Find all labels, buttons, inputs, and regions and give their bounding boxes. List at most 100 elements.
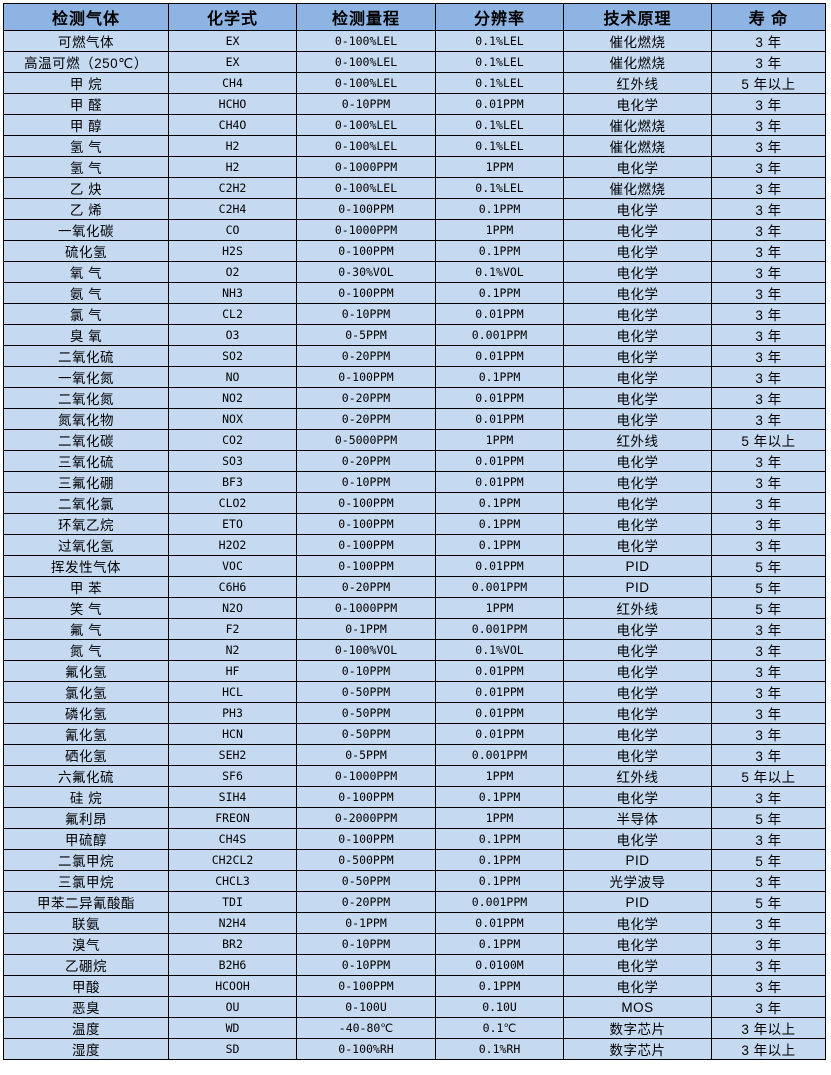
- cell-principle: 电化学: [563, 660, 712, 682]
- cell-range: 0-20PPM: [296, 387, 436, 409]
- cell-resolution: 1PPM: [435, 807, 564, 829]
- cell-gas-name: 挥发性气体: [3, 555, 169, 577]
- cell-principle: 电化学: [563, 933, 712, 955]
- cell-resolution: 0.01PPM: [435, 723, 564, 745]
- cell-principle: 电化学: [563, 723, 712, 745]
- table-row: 溴气 BR2 0-10PPM 0.1PPM 电化学 3 年: [3, 933, 826, 955]
- cell-life: 3 年以上: [711, 1017, 826, 1039]
- cell-formula: CL2: [168, 303, 297, 325]
- table-row: 氮氧化物 NOX 0-20PPM 0.01PPM 电化学 3 年: [3, 408, 826, 430]
- table-row: 恶臭 OU 0-100U 0.10U MOS 3 年: [3, 996, 826, 1018]
- cell-formula: H2: [168, 135, 297, 157]
- cell-formula: CH4S: [168, 828, 297, 850]
- cell-resolution: 0.1PPM: [435, 366, 564, 388]
- cell-resolution: 0.1PPM: [435, 849, 564, 871]
- cell-life: 3 年: [711, 135, 826, 157]
- cell-formula: SF6: [168, 765, 297, 787]
- cell-principle: 电化学: [563, 324, 712, 346]
- cell-range: 0-100%RH: [296, 1038, 436, 1060]
- cell-formula: CH4: [168, 72, 297, 94]
- cell-resolution: 0.001PPM: [435, 744, 564, 766]
- cell-range: 0-10PPM: [296, 93, 436, 115]
- table-row: 甲 烷 CH4 0-100%LEL 0.1%LEL 红外线 5 年以上: [3, 72, 826, 94]
- cell-life: 5 年: [711, 849, 826, 871]
- cell-life: 3 年: [711, 723, 826, 745]
- cell-principle: 半导体: [563, 807, 712, 829]
- cell-principle: 红外线: [563, 429, 712, 451]
- header-row: 检测气体 化学式 检测量程 分辨率 技术原理 寿 命: [3, 3, 826, 31]
- table-row: 湿度 SD 0-100%RH 0.1%RH 数字芯片 3 年以上: [3, 1038, 826, 1060]
- cell-resolution: 0.01PPM: [435, 660, 564, 682]
- cell-resolution: 0.1%RH: [435, 1038, 564, 1060]
- cell-formula: C6H6: [168, 576, 297, 598]
- cell-range: 0-20PPM: [296, 891, 436, 913]
- cell-gas-name: 环氧乙烷: [3, 513, 169, 535]
- cell-formula: FREON: [168, 807, 297, 829]
- cell-range: 0-1000PPM: [296, 219, 436, 241]
- cell-gas-name: 联氨: [3, 912, 169, 934]
- cell-life: 3 年: [711, 366, 826, 388]
- table-row: 挥发性气体 VOC 0-100PPM 0.01PPM PID 5 年: [3, 555, 826, 577]
- cell-gas-name: 氧 气: [3, 261, 169, 283]
- cell-resolution: 1PPM: [435, 597, 564, 619]
- cell-life: 3 年: [711, 198, 826, 220]
- cell-range: 0-20PPM: [296, 576, 436, 598]
- table-row: 臭 氧 O3 0-5PPM 0.001PPM 电化学 3 年: [3, 324, 826, 346]
- cell-principle: 电化学: [563, 240, 712, 262]
- cell-formula: HCL: [168, 681, 297, 703]
- gas-specification-table: 检测气体 化学式 检测量程 分辨率 技术原理 寿 命 可燃气体 EX 0-100%L…: [3, 3, 826, 1060]
- cell-formula: ETO: [168, 513, 297, 535]
- cell-range: 0-100PPM: [296, 555, 436, 577]
- table-row: 一氧化碳 CO 0-1000PPM 1PPM 电化学 3 年: [3, 219, 826, 241]
- cell-life: 5 年以上: [711, 765, 826, 787]
- cell-gas-name: 乙 炔: [3, 177, 169, 199]
- table-header: 检测气体 化学式 检测量程 分辨率 技术原理 寿 命: [3, 3, 826, 31]
- table-row: 二氧化硫 SO2 0-20PPM 0.01PPM 电化学 3 年: [3, 345, 826, 367]
- cell-gas-name: 一氧化氮: [3, 366, 169, 388]
- cell-formula: OU: [168, 996, 297, 1018]
- cell-life: 3 年: [711, 261, 826, 283]
- cell-formula: HF: [168, 660, 297, 682]
- cell-range: -40-80℃: [296, 1017, 436, 1039]
- cell-life: 3 年: [711, 219, 826, 241]
- cell-resolution: 0.1PPM: [435, 240, 564, 262]
- cell-resolution: 0.1℃: [435, 1017, 564, 1039]
- cell-formula: NH3: [168, 282, 297, 304]
- cell-gas-name: 温度: [3, 1017, 169, 1039]
- cell-principle: 电化学: [563, 156, 712, 178]
- cell-life: 3 年以上: [711, 1038, 826, 1060]
- table-row: 氧 气 O2 0-30%VOL 0.1%VOL 电化学 3 年: [3, 261, 826, 283]
- cell-formula: CO: [168, 219, 297, 241]
- table-row: 甲硫醇 CH4S 0-100PPM 0.1PPM 电化学 3 年: [3, 828, 826, 850]
- table-row: 二氧化氯 CLO2 0-100PPM 0.1PPM 电化学 3 年: [3, 492, 826, 514]
- cell-resolution: 0.1%VOL: [435, 639, 564, 661]
- cell-gas-name: 臭 氧: [3, 324, 169, 346]
- cell-range: 0-20PPM: [296, 345, 436, 367]
- cell-principle: 电化学: [563, 387, 712, 409]
- cell-range: 0-100%LEL: [296, 135, 436, 157]
- cell-resolution: 0.001PPM: [435, 618, 564, 640]
- table-row: 氯 气 CL2 0-10PPM 0.01PPM 电化学 3 年: [3, 303, 826, 325]
- cell-resolution: 0.001PPM: [435, 324, 564, 346]
- cell-gas-name: 三氯甲烷: [3, 870, 169, 892]
- cell-life: 3 年: [711, 618, 826, 640]
- cell-range: 0-10PPM: [296, 933, 436, 955]
- cell-principle: 电化学: [563, 744, 712, 766]
- cell-principle: 电化学: [563, 282, 712, 304]
- cell-life: 3 年: [711, 30, 826, 52]
- cell-resolution: 0.01PPM: [435, 450, 564, 472]
- cell-gas-name: 甲硫醇: [3, 828, 169, 850]
- cell-range: 0-100PPM: [296, 366, 436, 388]
- cell-resolution: 0.001PPM: [435, 891, 564, 913]
- cell-principle: PID: [563, 849, 712, 871]
- cell-range: 0-5000PPM: [296, 429, 436, 451]
- cell-formula: B2H6: [168, 954, 297, 976]
- cell-formula: EX: [168, 30, 297, 52]
- cell-life: 5 年: [711, 597, 826, 619]
- cell-formula: CH2CL2: [168, 849, 297, 871]
- cell-resolution: 0.1PPM: [435, 534, 564, 556]
- cell-resolution: 0.1PPM: [435, 198, 564, 220]
- cell-gas-name: 湿度: [3, 1038, 169, 1060]
- cell-principle: 红外线: [563, 72, 712, 94]
- cell-resolution: 0.1%LEL: [435, 72, 564, 94]
